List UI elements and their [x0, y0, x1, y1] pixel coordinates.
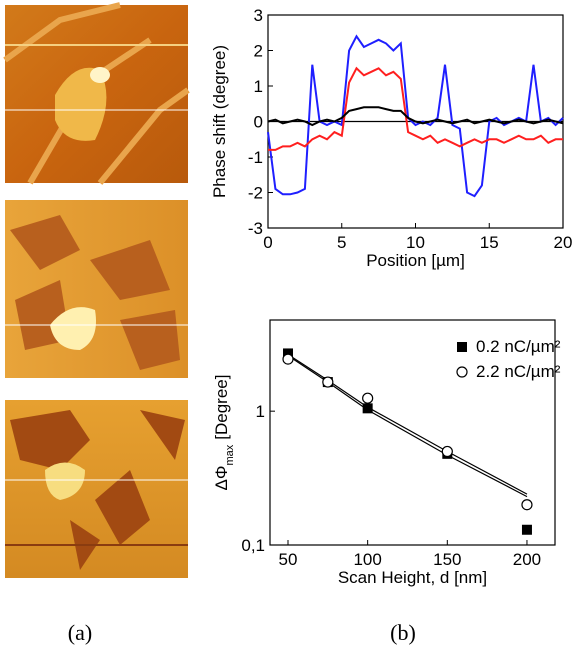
- y-tick-label: 0: [254, 113, 263, 132]
- marker: [282, 353, 294, 365]
- x-axis-label: Position [µm]: [366, 251, 465, 270]
- marker: [362, 392, 374, 404]
- y-tick-label: -1: [248, 148, 263, 167]
- x-tick-label: 0: [263, 233, 272, 252]
- marker: [362, 403, 373, 414]
- afm-image: [5, 200, 188, 378]
- y-axis-label-part: [Degree]: [212, 375, 231, 440]
- fit-line: [287, 353, 528, 495]
- data-line: [268, 66, 563, 151]
- y-axis-label: Phase shift (degree): [210, 45, 229, 198]
- x-tick-label: 50: [279, 550, 298, 569]
- afm-image: [3, 2, 190, 185]
- y-axis-label-part: max: [224, 444, 236, 465]
- x-tick-label: 200: [513, 550, 541, 569]
- marker: [283, 348, 294, 359]
- x-tick-label: 20: [554, 233, 573, 252]
- data-line: [267, 34, 564, 198]
- x-tick-label: 150: [433, 550, 461, 569]
- x-tick-label: 100: [353, 550, 381, 569]
- x-axis-label: Scan Height, d [nm]: [338, 568, 487, 587]
- legend-label: 2.2 nC/µm²: [476, 362, 561, 381]
- marker: [521, 499, 533, 511]
- y-tick-label: -2: [248, 184, 263, 203]
- data-line: [267, 106, 564, 127]
- y-tick-label: 1: [256, 402, 265, 421]
- panel-label: (b): [390, 620, 416, 645]
- marker: [441, 445, 453, 458]
- panel-label: (a): [68, 620, 92, 645]
- marker: [521, 524, 532, 535]
- afm-image: [5, 400, 188, 578]
- y-tick-label: -3: [248, 219, 263, 238]
- marker: [322, 376, 334, 388]
- y-axis-label-part: ΔΦ: [212, 466, 231, 491]
- y-tick-label: 0,1: [241, 536, 265, 555]
- x-tick-label: 15: [480, 233, 499, 252]
- y-tick-label: 3: [254, 6, 263, 25]
- legend-label: 0.2 nC/µm²: [476, 337, 561, 356]
- x-tick-label: 10: [406, 233, 425, 252]
- legend-marker: [456, 366, 468, 378]
- y-tick-label: 1: [254, 77, 263, 96]
- x-tick-label: 5: [337, 233, 346, 252]
- y-tick-label: 2: [254, 42, 263, 61]
- legend-marker: [457, 342, 467, 352]
- y-axis-label: ΔΦmax [Degree]: [212, 375, 236, 491]
- plot-frame: [269, 319, 556, 546]
